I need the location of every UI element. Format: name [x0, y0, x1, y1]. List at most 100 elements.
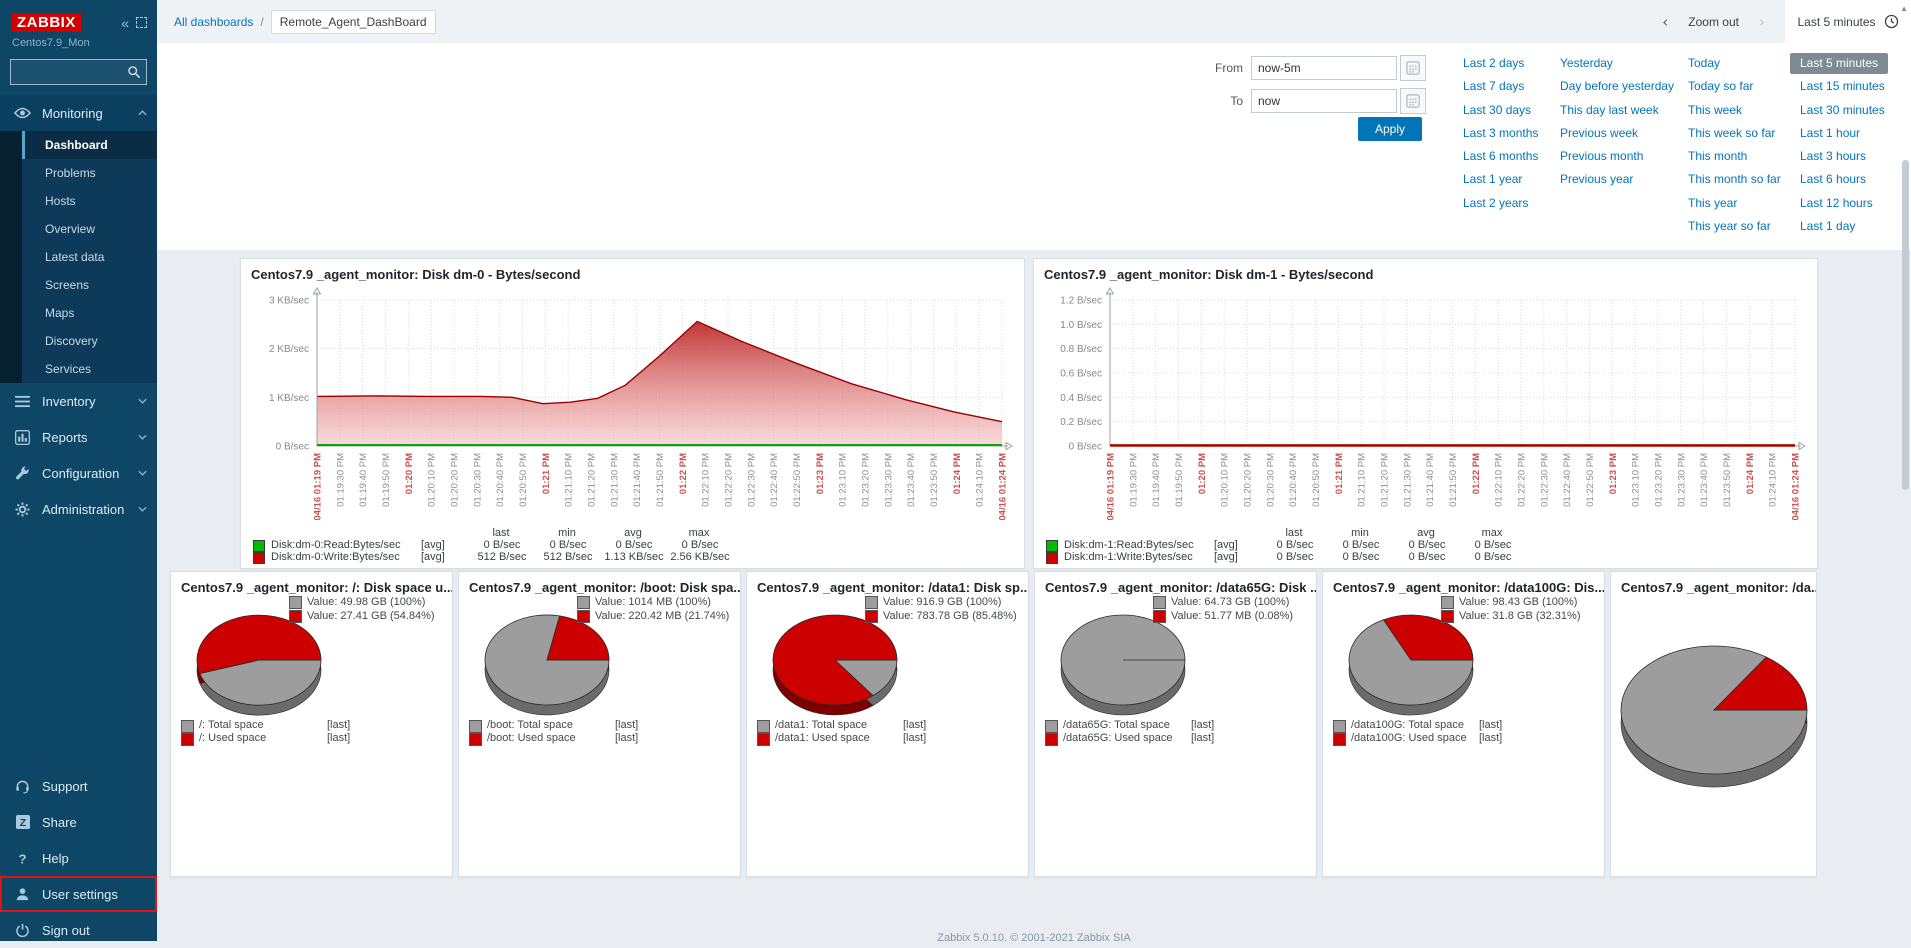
range-link-this-month-so-far[interactable]: This month so far	[1688, 172, 1781, 187]
range-link-this-day-last-week[interactable]: This day last week	[1560, 102, 1659, 117]
sidebar-item-screens[interactable]: Screens	[45, 278, 90, 292]
range-link-last-5-minutes[interactable]: Last 5 minutes	[1790, 52, 1889, 75]
range-link-last-3-months[interactable]: Last 3 months	[1463, 125, 1539, 140]
sidebar-item-problems[interactable]: Problems	[45, 166, 96, 180]
search-icon[interactable]	[127, 65, 141, 79]
widget-title[interactable]: Centos7.9 _agent_monitor: /data1: Disk s…	[757, 580, 1028, 595]
sidebar-item-services[interactable]: Services	[45, 362, 92, 376]
sidebar-item-share[interactable]: Z Share	[0, 804, 157, 840]
range-link-last-6-months[interactable]: Last 6 months	[1463, 149, 1539, 164]
range-link-last-1-day[interactable]: Last 1 day	[1800, 219, 1856, 234]
range-link-previous-year[interactable]: Previous year	[1560, 172, 1634, 187]
value-color-swatch	[289, 596, 302, 609]
legend-row: Disk:dm-0:Write:Bytes/sec [avg] 512 B/sec 5…	[253, 551, 1024, 564]
range-link-last-30-days[interactable]: Last 30 days	[1463, 102, 1532, 117]
sidebar-item-hosts[interactable]: Hosts	[45, 194, 76, 208]
range-link-previous-month[interactable]: Previous month	[1560, 149, 1644, 164]
time-range-tab[interactable]: Last 5 minutes	[1785, 0, 1911, 43]
widget-title[interactable]: Centos7.9 _agent_monitor: /boot: Disk sp…	[469, 580, 740, 595]
range-link-last-3-hours[interactable]: Last 3 hours	[1800, 149, 1867, 164]
range-link-last-12-hours[interactable]: Last 12 hours	[1800, 195, 1873, 210]
range-link-last-7-days[interactable]: Last 7 days	[1463, 79, 1525, 94]
range-link-this-week[interactable]: This week	[1688, 102, 1743, 117]
range-link-last-1-hour[interactable]: Last 1 hour	[1800, 125, 1861, 140]
zoom-out-button[interactable]: Zoom out	[1688, 14, 1739, 29]
range-link-this-month[interactable]: This month	[1688, 149, 1748, 164]
svg-text:0 B/sec: 0 B/sec	[1069, 442, 1102, 453]
svg-text:01:22:20 PM: 01:22:20 PM	[1517, 453, 1528, 507]
sidebar-section-label: Monitoring	[42, 105, 103, 121]
line-chart: 3 KB/sec 2 KB/sec 1 KB/sec 0 B/sec 04/16 01:…	[269, 287, 1013, 521]
sidebar-item-overview[interactable]: Overview	[45, 222, 96, 236]
pie-widget-da: Centos7.9 _agent_monitor: /da...	[1610, 571, 1817, 877]
gear-icon	[14, 501, 31, 517]
chevron-right-icon[interactable]: ›	[1759, 12, 1765, 31]
svg-text:01:22 PM: 01:22 PM	[1471, 453, 1482, 494]
range-link-this-week-so-far[interactable]: This week so far	[1688, 125, 1776, 140]
sidebar-item-help[interactable]: ? Help	[0, 840, 157, 876]
svg-text:01:20:20 PM: 01:20:20 PM	[1243, 453, 1254, 507]
pie-value-labels: Value: 49.98 GB (100%) Value: 27.41 GB (5…	[289, 596, 435, 624]
zabbix-logo[interactable]: ZABBIX	[12, 13, 81, 32]
range-link-this-year[interactable]: This year	[1688, 195, 1738, 210]
range-link-last-30-minutes[interactable]: Last 30 minutes	[1800, 102, 1885, 117]
collapse-sidebar-icon[interactable]: «	[121, 14, 129, 31]
quick-range-column-1: Last 2 days Last 7 days Last 30 days Last 3…	[1463, 52, 1538, 215]
headset-icon	[14, 779, 31, 794]
clock-icon	[1884, 14, 1899, 29]
svg-text:3 KB/sec: 3 KB/sec	[269, 296, 309, 307]
sidebar-section-monitoring[interactable]: Monitoring	[0, 95, 157, 131]
range-link-last-2-days[interactable]: Last 2 days	[1463, 56, 1525, 70]
sidebar-item-support[interactable]: Support	[0, 768, 157, 804]
scrollbar-up-icon[interactable]: ▲	[1900, 4, 1908, 13]
sidebar-section-label: Reports	[42, 429, 88, 445]
pie-widget-data100g: Centos7.9 _agent_monitor: /data100G: Dis…	[1322, 571, 1605, 877]
widget-title[interactable]: Centos7.9 _agent_monitor: /: Disk space …	[181, 580, 452, 595]
range-link-last-6-hours[interactable]: Last 6 hours	[1800, 172, 1867, 187]
to-input[interactable]	[1251, 89, 1397, 113]
svg-text:0 B/sec: 0 B/sec	[276, 442, 309, 453]
sidebar-item-discovery[interactable]: Discovery	[45, 334, 98, 348]
sidebar-item-user-settings[interactable]: User settings	[0, 876, 157, 912]
from-input[interactable]	[1251, 56, 1397, 80]
apply-button[interactable]: Apply	[1358, 117, 1422, 141]
calendar-icon[interactable]	[1400, 88, 1426, 114]
chevron-left-icon[interactable]: ‹	[1662, 12, 1669, 31]
widget-title[interactable]: Centos7.9 _agent_monitor: Disk dm-1 - By…	[1044, 267, 1374, 282]
sidebar-nav: Monitoring Dashboard Problems Hosts Overview…	[0, 95, 157, 527]
sidebar-section-administration[interactable]: Administration	[0, 491, 157, 527]
sidebar-item-sign-out[interactable]: Sign out	[0, 912, 157, 948]
sidebar-section-reports[interactable]: Reports	[0, 419, 157, 455]
sidebar-item-latest-data[interactable]: Latest data	[45, 250, 105, 264]
legend-row: Disk:dm-0:Read:Bytes/sec [avg] 0 B/sec 0 B/…	[253, 539, 1024, 552]
scrollbar-thumb[interactable]	[1902, 160, 1909, 490]
value-color-swatch	[865, 596, 878, 609]
expand-view-icon[interactable]	[136, 17, 147, 28]
range-link-this-year-so-far[interactable]: This year so far	[1688, 219, 1771, 234]
breadcrumb-current[interactable]: Remote_Agent_DashBoard	[270, 9, 436, 34]
widget-title[interactable]: Centos7.9 _agent_monitor: /data100G: Dis…	[1333, 580, 1604, 595]
range-link-previous-week[interactable]: Previous week	[1560, 125, 1639, 140]
widget-title[interactable]: Centos7.9 _agent_monitor: /da...	[1621, 580, 1816, 595]
range-link-last-15-minutes[interactable]: Last 15 minutes	[1800, 79, 1885, 94]
search-input[interactable]	[16, 64, 127, 80]
quick-range-column-2: Yesterday Day before yesterday This day la…	[1560, 52, 1674, 192]
range-link-day-before-yesterday[interactable]: Day before yesterday	[1560, 79, 1675, 94]
sidebar-section-inventory[interactable]: Inventory	[0, 383, 157, 419]
range-link-last-2-years[interactable]: Last 2 years	[1463, 195, 1529, 210]
breadcrumb-all-dashboards[interactable]: All dashboards	[174, 14, 254, 29]
pie-value-row: Value: 220.42 MB (21.74%)	[577, 610, 729, 624]
range-link-today-so-far[interactable]: Today so far	[1688, 79, 1754, 94]
sidebar-item-maps[interactable]: Maps	[45, 306, 75, 320]
widget-title[interactable]: Centos7.9 _agent_monitor: /data65G: Disk…	[1045, 580, 1316, 595]
sidebar: ZABBIX « Centos7.9_Mon Monitoring Dashboa…	[0, 0, 157, 941]
svg-text:01:19:50 PM: 01:19:50 PM	[1174, 453, 1185, 507]
range-link-today[interactable]: Today	[1688, 56, 1721, 70]
svg-text:01:21 PM: 01:21 PM	[1334, 453, 1345, 494]
range-link-yesterday[interactable]: Yesterday	[1560, 56, 1613, 70]
range-link-last-1-year[interactable]: Last 1 year	[1463, 172, 1523, 187]
sidebar-item-dashboard[interactable]: Dashboard	[22, 131, 157, 159]
calendar-icon[interactable]	[1400, 55, 1426, 81]
sidebar-section-configuration[interactable]: Configuration	[0, 455, 157, 491]
widget-title[interactable]: Centos7.9 _agent_monitor: Disk dm-0 - By…	[251, 267, 581, 282]
